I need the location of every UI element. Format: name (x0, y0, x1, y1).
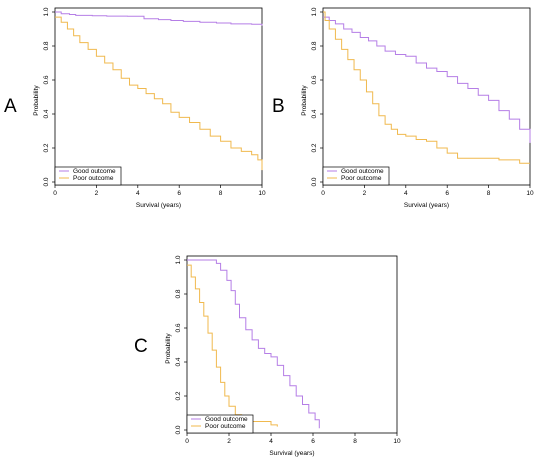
legend-label: Good outcome (205, 416, 248, 423)
x-tick-label: 6 (311, 438, 315, 445)
x-axis-title: Survival (years) (269, 450, 314, 457)
legend-label: Poor outcome (341, 175, 382, 182)
x-tick-label: 4 (136, 190, 140, 197)
y-tick-label: 0.0 (175, 425, 182, 434)
x-tick-label: 6 (177, 190, 181, 197)
x-tick-label: 2 (363, 190, 367, 197)
x-tick-label: 8 (353, 438, 357, 445)
legend-box (322, 166, 390, 186)
y-tick-label: 1.0 (43, 7, 50, 16)
panel-letter-a: A (4, 96, 17, 117)
x-tick-label: 10 (393, 438, 401, 445)
series-line-poor-outcome (323, 11, 530, 164)
series-line-poor-outcome (55, 16, 263, 171)
series-line-good-outcome (323, 16, 531, 143)
legend-label: Good outcome (73, 168, 116, 175)
y-tick-label: 0.2 (43, 143, 50, 152)
x-tick-label: 10 (526, 190, 534, 197)
x-tick-label: 6 (445, 190, 449, 197)
y-axis-title: Probability (301, 85, 308, 116)
y-tick-label: 0.4 (175, 357, 182, 366)
y-tick-label: 0.6 (175, 323, 182, 332)
y-axis-title: Probability (165, 333, 172, 364)
y-tick-label: 0.4 (311, 109, 318, 118)
x-axis-title: Survival (years) (136, 202, 181, 209)
panel-letter-b: B (272, 96, 285, 117)
series-line-good-outcome (187, 259, 320, 429)
y-tick-label: 0.8 (175, 289, 182, 298)
y-axis-title: Probability (33, 85, 40, 116)
y-tick-label: 0.2 (311, 143, 318, 152)
y-tick-label: 0.0 (311, 177, 318, 186)
x-tick-label: 10 (258, 190, 266, 197)
x-axis-title: Survival (years) (404, 202, 449, 209)
y-tick-label: 0.4 (43, 109, 50, 118)
plot-frame (186, 255, 398, 434)
series-line-good-outcome (55, 11, 263, 26)
x-tick-label: 4 (269, 438, 273, 445)
y-tick-label: 0.2 (175, 391, 182, 400)
legend-label: Poor outcome (205, 423, 246, 430)
legend-box (54, 166, 122, 186)
chart-panel-a: 0 2 4 6 8 10 0.0 0.2 0.4 0.6 0.8 1.0 Survival (years… (33, 7, 266, 209)
x-tick-label: 8 (219, 190, 223, 197)
y-tick-label: 0.6 (43, 75, 50, 84)
x-tick-label: 4 (404, 190, 408, 197)
plot-frame (322, 7, 531, 186)
y-tick-label: 0.8 (43, 41, 50, 50)
legend-label: Poor outcome (73, 175, 114, 182)
panel-letter-c: C (134, 336, 148, 357)
series-line-poor-outcome (187, 264, 278, 427)
plot-frame (54, 7, 263, 186)
y-tick-label: 1.0 (175, 255, 182, 264)
x-tick-label: 8 (487, 190, 491, 197)
x-tick-label: 2 (95, 190, 99, 197)
y-tick-label: 0.8 (311, 41, 318, 50)
y-tick-label: 0.0 (43, 177, 50, 186)
legend-label: Good outcome (341, 168, 384, 175)
chart-panel-b: 0 2 4 6 8 10 0.0 0.2 0.4 0.6 0.8 1.0 Survival (years… (301, 7, 534, 209)
x-tick-label: 0 (185, 438, 189, 445)
x-tick-label: 0 (321, 190, 325, 197)
y-tick-label: 1.0 (311, 7, 318, 16)
legend-box (186, 414, 254, 434)
x-tick-label: 2 (227, 438, 231, 445)
x-tick-label: 0 (53, 190, 57, 197)
y-tick-label: 0.6 (311, 75, 318, 84)
chart-panel-c: 0 2 4 6 8 10 0.0 0.2 0.4 0.6 0.8 1.0 Survival (years… (165, 255, 401, 457)
